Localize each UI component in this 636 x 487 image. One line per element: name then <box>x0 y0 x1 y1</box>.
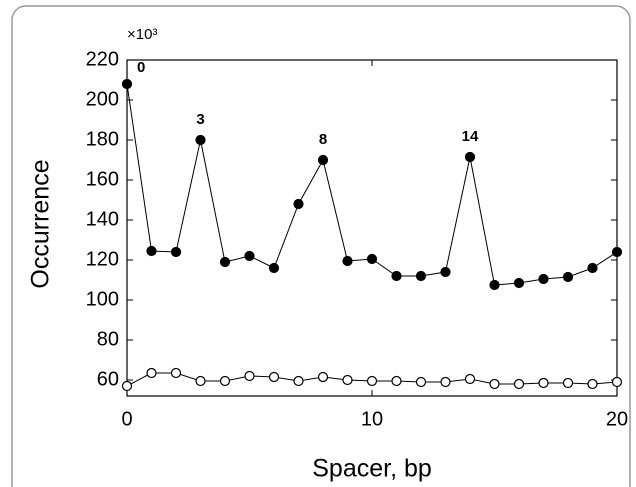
data-point <box>195 134 206 146</box>
data-point <box>464 373 476 385</box>
data-point <box>170 246 182 258</box>
data-point <box>587 262 598 274</box>
data-point <box>562 377 574 389</box>
y-tick-label: 60 <box>97 368 119 390</box>
data-point <box>342 374 353 386</box>
data-point <box>195 375 206 387</box>
annotation: 8 <box>319 131 327 148</box>
data-point <box>268 262 280 274</box>
y-tick-label: 120 <box>86 248 119 270</box>
data-point <box>611 246 623 258</box>
data-point <box>317 154 329 166</box>
y-tick-label: 220 <box>86 48 119 70</box>
data-point <box>415 376 427 388</box>
data-point <box>391 375 402 387</box>
data-point <box>440 266 451 278</box>
data-point <box>244 250 255 262</box>
data-point <box>219 375 231 387</box>
data-point <box>342 255 353 267</box>
data-point <box>513 378 525 390</box>
data-point <box>538 377 549 389</box>
data-point <box>562 271 574 283</box>
data-point <box>611 376 623 388</box>
x-axis-label: Spacer, bp <box>312 455 432 483</box>
data-point <box>489 279 500 291</box>
data-point <box>146 367 157 379</box>
frame <box>11 5 631 487</box>
data-point <box>587 378 598 390</box>
data-point <box>170 367 182 379</box>
annotation: 14 <box>462 128 479 145</box>
x-tick-label: 20 <box>606 408 628 430</box>
y-tick-label: 80 <box>97 328 119 350</box>
y-tick-label: 200 <box>86 88 119 110</box>
data-point <box>268 371 280 383</box>
y-multiplier: ×10³ <box>127 26 157 43</box>
data-point <box>440 376 451 388</box>
data-point <box>366 375 378 387</box>
data-point <box>366 253 378 265</box>
y-tick-label: 160 <box>86 168 119 190</box>
data-point <box>121 380 133 392</box>
y-axis-label: Occurrence <box>27 159 55 288</box>
data-point <box>219 256 231 268</box>
x-tick-label: 0 <box>121 408 132 430</box>
data-point <box>293 375 304 387</box>
data-point <box>489 378 500 390</box>
data-point <box>317 371 329 383</box>
annotation: 3 <box>196 111 204 128</box>
y-tick-label: 100 <box>86 288 119 310</box>
data-point <box>391 270 402 282</box>
data-point <box>415 270 427 282</box>
data-point <box>513 277 525 289</box>
data-point <box>293 198 304 210</box>
y-tick-label: 180 <box>86 128 119 150</box>
data-point <box>464 151 476 163</box>
annotation: 0 <box>137 59 145 76</box>
data-point <box>244 370 255 382</box>
data-point <box>538 273 549 285</box>
data-point <box>121 78 133 90</box>
data-point <box>146 245 157 257</box>
y-tick-label: 140 <box>86 208 119 230</box>
x-tick-label: 10 <box>361 408 383 430</box>
